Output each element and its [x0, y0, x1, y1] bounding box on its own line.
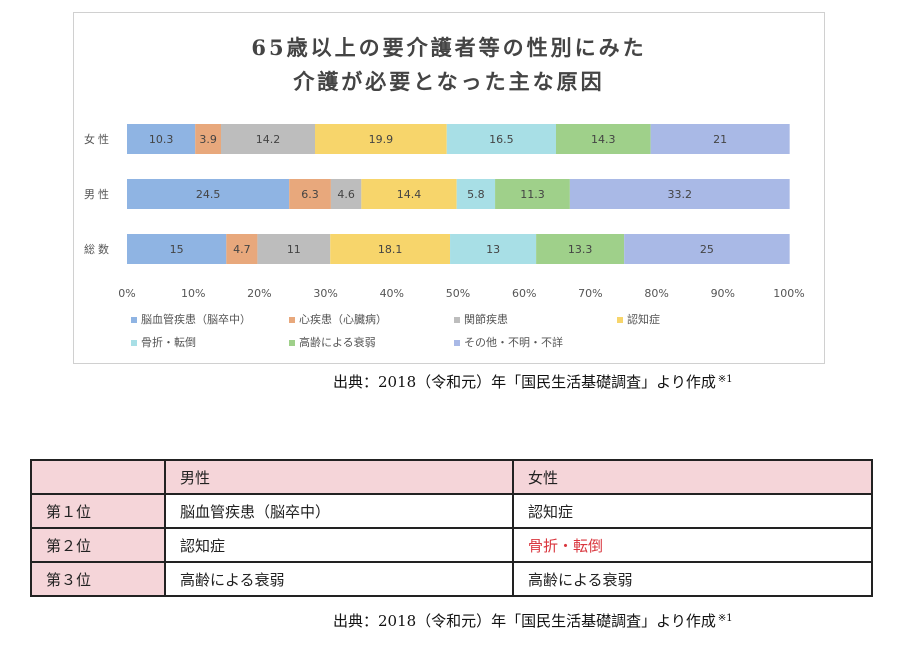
data-label: 10.3: [149, 133, 174, 146]
table-row: 第２位 認知症 骨折・転倒: [30, 527, 873, 563]
x-tick-label: 20%: [247, 287, 271, 300]
category-label: 総数: [84, 242, 112, 256]
table-source-mark: ※1: [717, 613, 733, 624]
data-label: 24.5: [196, 188, 221, 201]
table-row: 第１位 脳血管疾患（脳卒中） 認知症: [30, 493, 873, 529]
x-tick-label: 30%: [313, 287, 337, 300]
legend-swatch: [289, 340, 295, 346]
data-label: 14.3: [591, 133, 616, 146]
female-cause-highlighted: 骨折・転倒: [512, 527, 873, 563]
data-label: 19.9: [369, 133, 394, 146]
bar-segment: [195, 124, 222, 154]
bar-segment: [221, 124, 316, 154]
chart-title-line-2: 介護が必要となった主な原因: [293, 69, 605, 94]
male-cause: 認知症: [164, 527, 514, 563]
rank-label: 第２位: [30, 527, 166, 563]
bar-segment: [536, 234, 625, 264]
bar-segment: [456, 179, 496, 209]
data-label: 13.3: [568, 243, 593, 256]
legend-swatch: [617, 317, 623, 323]
data-label: 16.5: [489, 133, 513, 146]
legend-swatch: [454, 317, 460, 323]
data-label: 18.1: [378, 243, 403, 256]
bar-segment: [330, 234, 451, 264]
data-label: 25: [700, 243, 714, 256]
legend-label: 骨折・転倒: [141, 335, 196, 349]
x-tick-label: 70%: [578, 287, 602, 300]
legend-swatch: [289, 317, 295, 323]
data-label: 14.4: [397, 188, 422, 201]
bar-segment: [289, 179, 331, 209]
table-source-text: 出典：2018（令和元）年「国民生活基礎調査」より作成: [333, 612, 716, 630]
table-header-blank: [30, 459, 166, 495]
chart-source-text: 出典：2018（令和元）年「国民生活基礎調査」より作成: [333, 373, 716, 391]
category-label: 女性: [84, 132, 112, 146]
female-cause: 認知症: [512, 493, 873, 529]
x-tick-label: 80%: [644, 287, 668, 300]
legend-label: 脳血管疾患（脳卒中）: [141, 312, 251, 326]
data-label: 13: [486, 243, 500, 256]
data-label: 6.3: [301, 188, 319, 201]
data-label: 11.3: [520, 188, 545, 201]
male-cause: 脳血管疾患（脳卒中）: [164, 493, 514, 529]
chart-source-mark: ※1: [717, 374, 733, 385]
bar-segment: [555, 124, 651, 154]
data-label: 4.7: [233, 243, 251, 256]
bar-segment: [127, 179, 290, 209]
bar-segment: [361, 179, 457, 209]
data-label: 3.9: [199, 133, 217, 146]
category-label: 男性: [84, 187, 112, 201]
bar-segment: [650, 124, 790, 154]
legend-label: 高齢による衰弱: [299, 335, 376, 349]
chart-title: 65歳以上の要介護者等の性別にみた 介護が必要となった主な原因: [74, 31, 824, 99]
legend-swatch: [131, 317, 137, 323]
table-header-male: 男性: [164, 459, 514, 495]
female-cause: 高齢による衰弱: [512, 561, 873, 597]
rank-label: 第３位: [30, 561, 166, 597]
chart-frame: 65歳以上の要介護者等の性別にみた 介護が必要となった主な原因 女性男性総数 10…: [73, 12, 825, 364]
data-label: 11: [287, 243, 301, 256]
legend-swatch: [454, 340, 460, 346]
x-tick-label: 50%: [446, 287, 470, 300]
cause-ranking-table: 男性 女性 第１位 脳血管疾患（脳卒中） 認知症 第２位 認知症 骨折・転倒 第…: [30, 459, 873, 597]
x-tick-label: 60%: [512, 287, 536, 300]
data-label: 14.2: [256, 133, 280, 146]
bar-segment: [257, 234, 331, 264]
bar-segment: [226, 234, 258, 264]
table-header-female: 女性: [512, 459, 873, 495]
x-tick-label: 10%: [181, 287, 205, 300]
data-label: 4.6: [337, 188, 355, 201]
x-tick-label: 40%: [380, 287, 404, 300]
legend-label: その他・不明・不詳: [464, 335, 563, 349]
legend-label: 心疾患（心臓病）: [299, 312, 387, 326]
x-tick-label: 100%: [773, 287, 804, 300]
table-row: 第３位 高齢による衰弱 高齢による衰弱: [30, 561, 873, 597]
legend-swatch: [131, 340, 137, 346]
legend-label: 関節疾患: [464, 312, 508, 326]
bar-segment: [495, 179, 570, 209]
table-source-note: 出典：2018（令和元）年「国民生活基礎調査」より作成 ※1: [333, 610, 733, 631]
bar-segment: [127, 124, 196, 154]
bar-segment: [330, 179, 362, 209]
data-label: 21: [713, 133, 727, 146]
x-tick-label: 0%: [118, 287, 135, 300]
chart-title-line-1: 65歳以上の要介護者等の性別にみた: [251, 35, 647, 60]
chart-source-note: 出典：2018（令和元）年「国民生活基礎調査」より作成 ※1: [333, 371, 733, 392]
bar-segment: [450, 234, 537, 264]
bar-segment: [127, 234, 227, 264]
table-header-row: 男性 女性: [30, 459, 873, 495]
bar-segment: [315, 124, 447, 154]
data-label: 15: [170, 243, 184, 256]
bar-segment: [569, 179, 790, 209]
legend-label: 認知症: [627, 312, 660, 326]
male-cause: 高齢による衰弱: [164, 561, 514, 597]
bar-segment: [624, 234, 790, 264]
data-label: 33.2: [668, 188, 693, 201]
rank-label: 第１位: [30, 493, 166, 529]
bar-segment: [446, 124, 556, 154]
data-label: 5.8: [467, 188, 485, 201]
x-tick-label: 90%: [711, 287, 735, 300]
